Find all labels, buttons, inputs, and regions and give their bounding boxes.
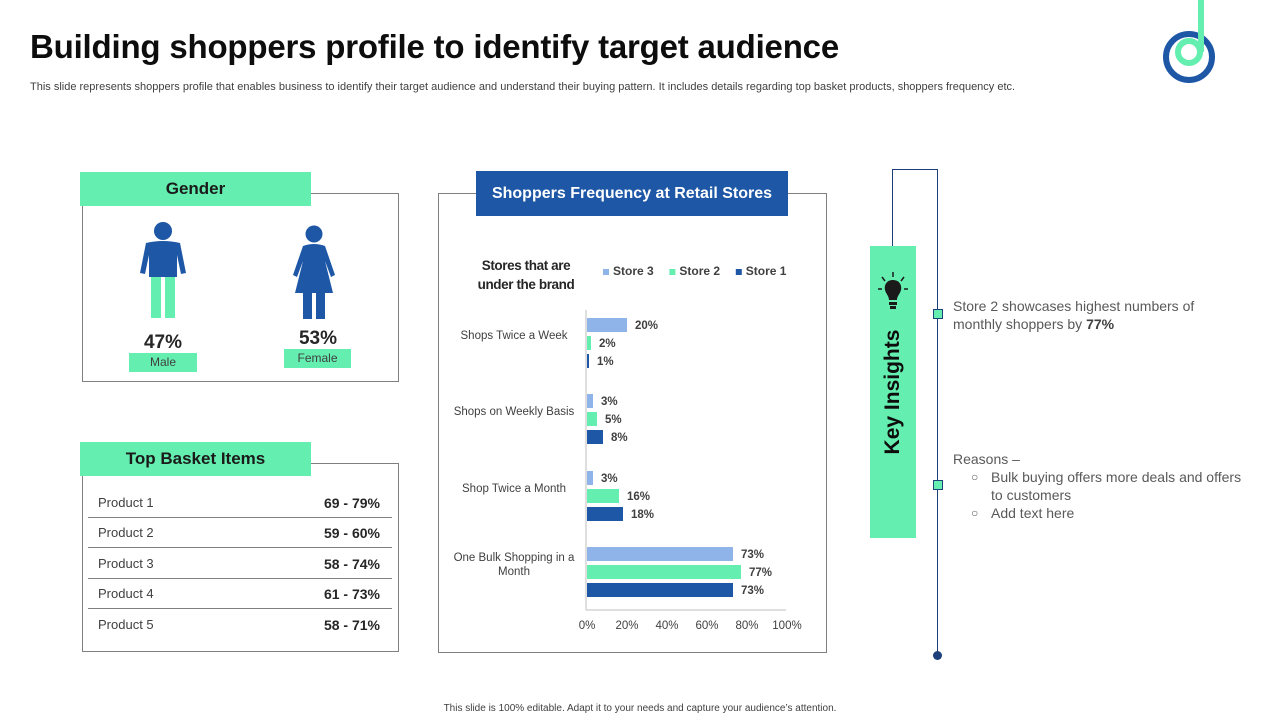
- female-icon: [293, 225, 335, 319]
- bar: [587, 507, 623, 521]
- bar: [587, 430, 603, 444]
- bar: [587, 318, 627, 332]
- product-range: 61 - 73%: [323, 586, 380, 602]
- bar: [587, 565, 741, 579]
- data-label: 16%: [627, 491, 650, 503]
- lightbulb-icon: [878, 272, 908, 309]
- table-row: Product 2 59 - 60%: [88, 518, 392, 548]
- gender-header: Gender: [80, 172, 311, 206]
- chart-header: Shoppers Frequency at Retail Stores: [476, 171, 788, 216]
- product-range: 69 - 79%: [323, 495, 380, 511]
- product-name: Product 2: [98, 525, 154, 540]
- bar: [587, 583, 733, 597]
- bar: [587, 547, 733, 561]
- bar: [587, 394, 593, 408]
- data-label: 3%: [601, 473, 618, 485]
- slide-footer: This slide is 100% editable. Adapt it to…: [443, 703, 837, 714]
- timeline-top: [892, 169, 938, 170]
- male-label: Male: [129, 353, 197, 372]
- chart-title: Stores that are: [482, 258, 571, 273]
- chart-title: under the brand: [478, 277, 575, 292]
- basket-header: Top Basket Items: [80, 442, 311, 476]
- insight-point-2: Reasons – ○ Bulk buying offers more deal…: [953, 450, 1243, 522]
- x-tick-label: 80%: [735, 620, 758, 632]
- legend-label: Store 3: [613, 264, 654, 278]
- y-category-label: Shops on Weekly Basis: [454, 406, 575, 418]
- x-tick-label: 0%: [579, 620, 596, 632]
- data-label: 20%: [635, 320, 658, 332]
- data-label: 3%: [601, 396, 618, 408]
- legend-swatch: [669, 269, 676, 275]
- circle-bullet-icon: ○: [971, 506, 979, 520]
- data-label: 77%: [749, 567, 772, 579]
- female-label: Female: [284, 349, 351, 368]
- table-row: Product 1 69 - 79%: [88, 488, 392, 518]
- data-label: 2%: [599, 338, 616, 350]
- y-category-label: Shop Twice a Month: [462, 483, 566, 495]
- y-category-label: Shops Twice a Week: [461, 330, 568, 342]
- y-category-label: One Bulk Shopping in a: [454, 552, 575, 564]
- reasons-title: Reasons –: [953, 451, 1020, 467]
- x-tick-label: 60%: [695, 620, 718, 632]
- product-range: 58 - 71%: [323, 617, 380, 633]
- key-insights-label: Key Insights: [881, 329, 904, 455]
- table-row: Product 4 61 - 73%: [88, 579, 392, 609]
- legend-label: Store 2: [679, 264, 720, 278]
- legend-swatch: [735, 269, 742, 275]
- data-label: 1%: [597, 356, 614, 368]
- timeline-node: [933, 480, 943, 490]
- reason-text: Bulk buying offers more deals and offers…: [991, 469, 1242, 503]
- timeline-node: [933, 309, 943, 319]
- product-range: 58 - 74%: [323, 556, 380, 572]
- brand-logo-icon: [1163, 0, 1215, 83]
- x-tick-label: 100%: [772, 620, 801, 632]
- male-icon: [140, 222, 186, 318]
- table-row: Product 3 58 - 74%: [88, 549, 392, 579]
- timeline-line: [937, 169, 938, 656]
- y-category-label: Month: [498, 566, 530, 578]
- product-name: Product 4: [98, 586, 154, 601]
- product-name: Product 5: [98, 617, 154, 632]
- legend-label: Store 1: [746, 264, 787, 278]
- data-label: 5%: [605, 414, 622, 426]
- data-label: 73%: [741, 549, 764, 561]
- frequency-bar-chart: Stores that are under the brand Store 3 Sto…: [454, 258, 802, 632]
- x-tick-label: 40%: [655, 620, 678, 632]
- reason-text: Add text here: [991, 505, 1075, 521]
- slide-subtitle: This slide represents shoppers profile t…: [30, 81, 1016, 93]
- male-percent: 47%: [143, 332, 183, 353]
- insight-point-1: Store 2 showcases highest numbers of mon…: [953, 297, 1223, 333]
- bar: [587, 489, 619, 503]
- bar: [587, 471, 593, 485]
- timeline-connector: [892, 169, 893, 249]
- timeline-end-dot: [933, 651, 942, 660]
- reason-item: ○ Bulk buying offers more deals and offe…: [953, 468, 1243, 504]
- circle-bullet-icon: ○: [971, 470, 979, 484]
- data-label: 8%: [611, 432, 628, 444]
- female-percent: 53%: [298, 328, 338, 349]
- product-range: 59 - 60%: [323, 525, 380, 541]
- data-label: 73%: [741, 585, 764, 597]
- product-name: Product 3: [98, 556, 154, 571]
- bar: [587, 412, 597, 426]
- product-name: Product 1: [98, 495, 154, 510]
- bar: [587, 336, 591, 350]
- data-label: 18%: [631, 509, 654, 521]
- reason-item: ○ Add text here: [953, 504, 1243, 522]
- bar: [587, 354, 589, 368]
- slide-title: Building shoppers profile to identify ta…: [30, 28, 839, 65]
- table-row: Product 5 58 - 71%: [88, 610, 392, 640]
- insight-text: Store 2 showcases highest numbers of mon…: [953, 298, 1195, 332]
- legend-swatch: [603, 269, 609, 275]
- insight-highlight: 77%: [1086, 316, 1115, 332]
- x-tick-label: 20%: [615, 620, 638, 632]
